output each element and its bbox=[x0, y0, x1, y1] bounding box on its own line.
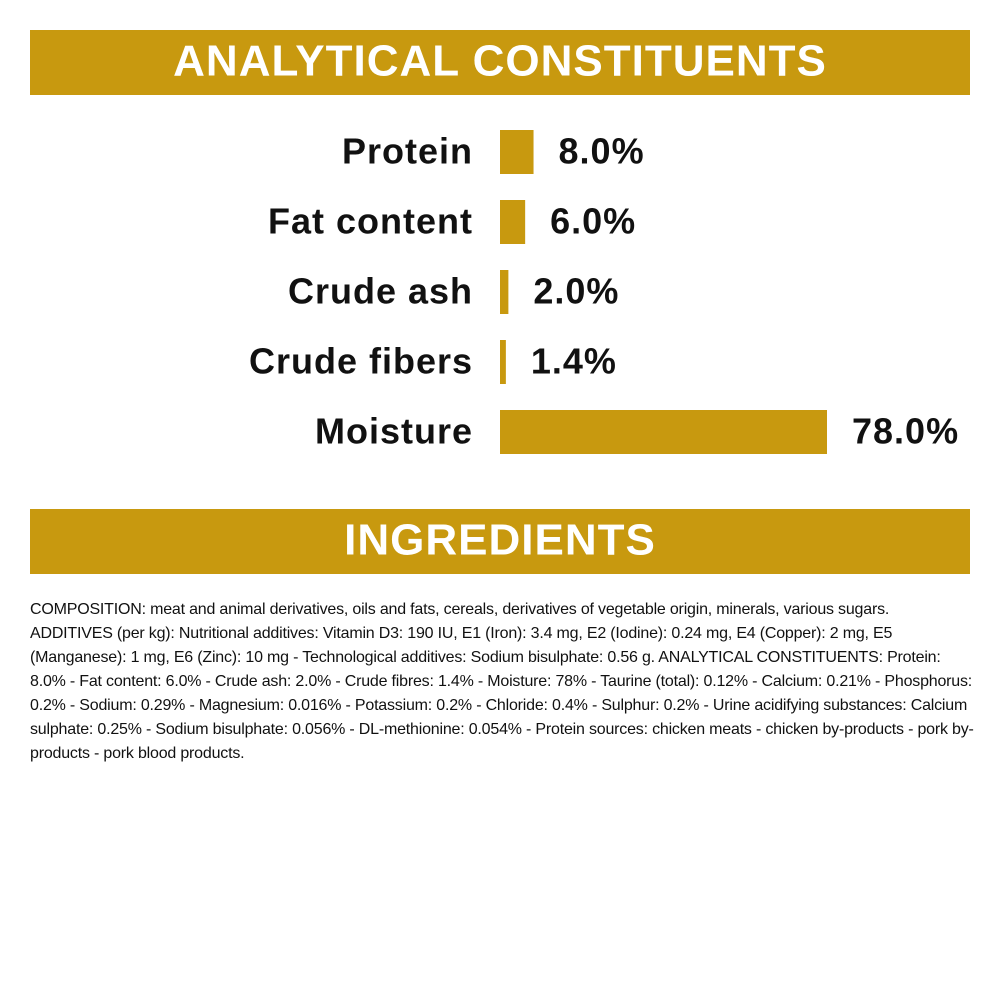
header-band bbox=[30, 509, 970, 574]
bar bbox=[500, 340, 506, 384]
category-label: Crude fibers bbox=[249, 341, 473, 382]
category-label: Crude ash bbox=[288, 271, 473, 312]
value-label: 8.0% bbox=[559, 131, 645, 172]
value-label: 1.4% bbox=[531, 341, 617, 382]
value-label: 6.0% bbox=[550, 201, 636, 242]
bar bbox=[500, 200, 526, 244]
bar bbox=[500, 130, 534, 174]
section-title: INGREDIENTS bbox=[344, 516, 656, 565]
ingredients-text: COMPOSITION: meat and animal derivatives… bbox=[30, 601, 974, 762]
category-label: Fat content bbox=[268, 201, 473, 242]
category-label: Moisture bbox=[315, 411, 473, 452]
chart-title: ANALYTICAL CONSTITUENTS bbox=[173, 37, 827, 86]
bar bbox=[500, 270, 509, 314]
header-band bbox=[30, 30, 970, 95]
value-label: 2.0% bbox=[533, 271, 619, 312]
category-label: Protein bbox=[342, 131, 473, 172]
value-label: 78.0% bbox=[852, 411, 959, 452]
bar bbox=[500, 410, 827, 454]
